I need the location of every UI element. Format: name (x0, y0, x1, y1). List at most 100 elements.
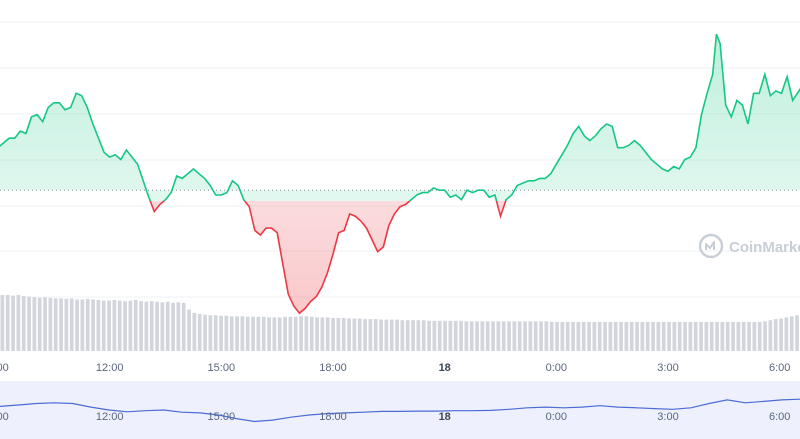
navigator-tick-label: 15:00 (208, 411, 236, 423)
price-area-fills (0, 34, 800, 314)
volume-bar (512, 321, 517, 351)
x-axis-tick-label: 18 (439, 362, 451, 374)
volume-bar (352, 318, 357, 351)
volume-bar (331, 318, 335, 351)
volume-bar (400, 320, 405, 351)
x-axis-tick-label: 15:00 (208, 362, 236, 374)
volume-bar (144, 301, 149, 351)
volume-bar (128, 300, 133, 351)
volume-bar (645, 321, 650, 351)
volume-bar (571, 321, 575, 351)
navigator-series-line (0, 398, 800, 423)
volume-bar (395, 319, 399, 351)
volume-bar (709, 321, 714, 351)
coinmarketcap-logo-icon (698, 233, 724, 259)
navigator-tick-label: 3:00 (657, 411, 678, 423)
volume-bar (560, 321, 565, 351)
range-navigator[interactable]: 9:00 12:00 15:00 18:00 18 0:00 3:00 6:00 (0, 381, 800, 439)
volume-bar (27, 296, 31, 351)
volume-bar (389, 319, 394, 351)
volume-bar (69, 298, 74, 351)
volume-bar (661, 321, 666, 351)
navigator-background[interactable] (0, 381, 800, 439)
volume-bar (235, 316, 239, 351)
volume-bar (501, 321, 506, 351)
navigator-labels: 9:00 12:00 15:00 18:00 18 0:00 3:00 6:00 (0, 411, 790, 423)
volume-bar (21, 296, 26, 351)
volume-bar (155, 301, 159, 351)
volume-bar (112, 300, 117, 351)
volume-bar (171, 302, 175, 351)
volume-bar (96, 300, 101, 351)
volume-bar (613, 321, 618, 351)
volume-bar (224, 315, 229, 351)
volume-bar (549, 321, 554, 351)
volume-bar (544, 321, 549, 351)
volume-bar (464, 321, 469, 351)
price-line-up-segment (0, 33, 800, 201)
volume-bar (779, 318, 783, 351)
volume-bar (192, 312, 197, 351)
volume-bar (421, 320, 426, 351)
volume-bar (619, 321, 623, 351)
volume-bar (624, 321, 629, 351)
navigator-tick-label: 12:00 (96, 411, 124, 423)
volume-bar (437, 320, 442, 351)
volume-bar (496, 321, 501, 351)
volume-bar (667, 321, 671, 351)
volume-bar (443, 320, 447, 351)
volume-bar (320, 317, 325, 351)
volume-bar (704, 321, 709, 351)
navigator-tick-label: 18:00 (319, 411, 347, 423)
volume-bar (448, 320, 453, 351)
navigator-tick-label: 18 (439, 411, 451, 423)
volume-bar (256, 316, 261, 351)
volume-bar (304, 316, 309, 351)
volume-bar (699, 321, 703, 351)
volume-bar (197, 314, 202, 351)
watermark-text: CoinMarketCap (729, 239, 800, 256)
volume-bar (85, 298, 90, 351)
volume-bar (789, 316, 794, 351)
volume-bar (603, 321, 607, 351)
volume-bar (32, 297, 37, 351)
volume-bar (507, 321, 511, 351)
volume-bar (432, 320, 437, 351)
x-axis-tick-label: 3:00 (657, 362, 678, 374)
volume-bar (368, 319, 373, 351)
volume-bar (411, 320, 415, 351)
volume-bar (123, 301, 127, 351)
volume-bar (795, 315, 799, 351)
volume-bar (480, 321, 485, 351)
volume-bar (107, 300, 111, 351)
volume-bar (427, 320, 431, 351)
volume-bar (672, 321, 677, 351)
navigator-tick-label: 0:00 (546, 411, 567, 423)
volume-bar (341, 318, 346, 351)
volume-bar (768, 320, 773, 351)
volume-bar (309, 316, 314, 351)
volume-bar (37, 297, 42, 351)
volume-bar (293, 316, 298, 351)
volume-bar (277, 317, 282, 351)
volume-bar (379, 319, 383, 351)
volume-bar (240, 316, 245, 351)
volume-bar (213, 315, 218, 351)
volume-bar (64, 298, 69, 351)
volume-bar (683, 321, 687, 351)
volume-bar (11, 295, 15, 351)
volume-bar (139, 301, 143, 351)
volume-bar (133, 300, 138, 351)
volume-bar (165, 301, 170, 351)
volume-bar (651, 321, 655, 351)
volume-bar (373, 319, 378, 351)
x-axis-tick-label: 6:00 (769, 362, 790, 374)
volume-bar (533, 321, 538, 351)
volume-bar (245, 316, 250, 351)
volume-bar (741, 321, 746, 351)
volume-bar (773, 319, 778, 351)
volume-bar (597, 321, 602, 351)
volume-bar (59, 298, 63, 351)
